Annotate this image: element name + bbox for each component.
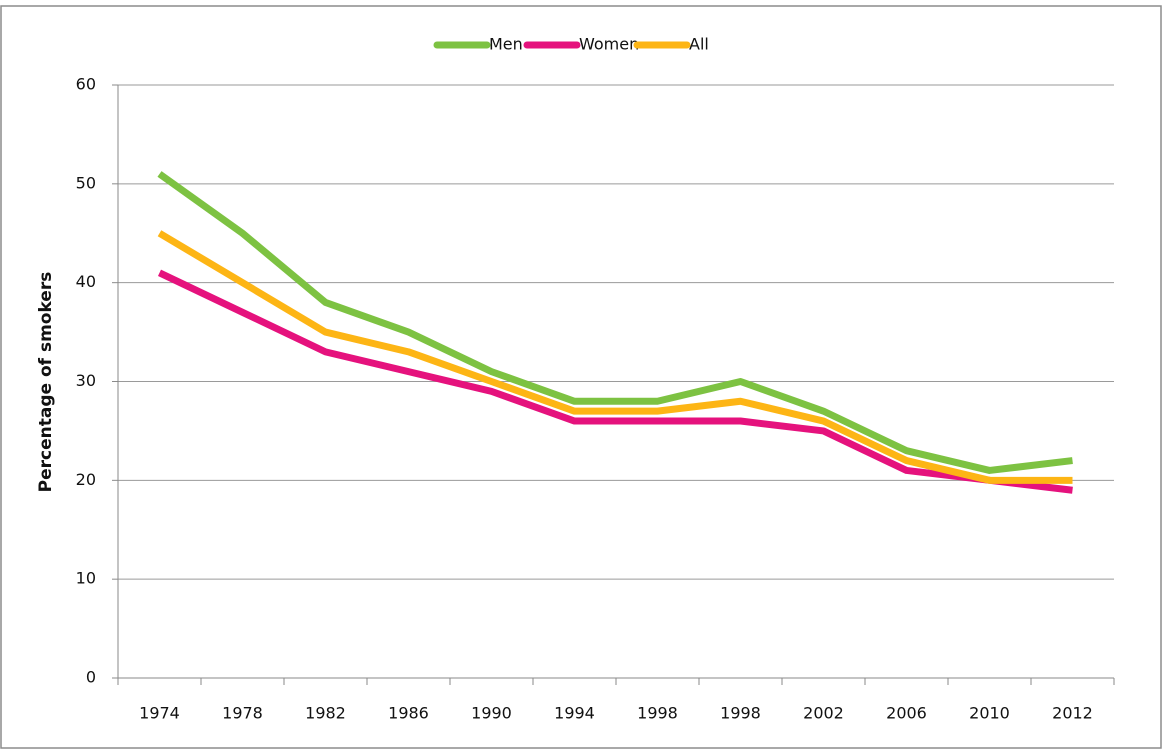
x-tick-label: 1974 (139, 704, 180, 723)
x-tick-label: 2010 (969, 704, 1010, 723)
y-tick-label: 20 (76, 470, 96, 489)
x-tick-label: 2006 (886, 704, 927, 723)
legend-label: Women (579, 35, 639, 54)
y-tick-label: 30 (76, 371, 96, 390)
x-tick-label: 1982 (305, 704, 346, 723)
y-tick-label: 60 (76, 75, 96, 94)
x-tick-label: 1986 (388, 704, 429, 723)
x-tick-label: 1998 (637, 704, 678, 723)
x-tick-label: 1994 (554, 704, 595, 723)
y-axis-label: Percentage of smokers (36, 272, 56, 493)
series-line (157, 171, 1073, 474)
series-line (157, 230, 1073, 484)
y-tick-label: 10 (76, 569, 96, 588)
x-tick-label: 2012 (1052, 704, 1093, 723)
y-tick-label: 0 (86, 668, 96, 687)
legend-label: All (689, 35, 709, 54)
chart-border (0, 5, 1162, 749)
x-tick-label: 2002 (803, 704, 844, 723)
x-tick-label: 1998 (720, 704, 761, 723)
x-tick-label: 1990 (471, 704, 512, 723)
y-tick-label: 50 (76, 173, 96, 192)
legend-label: Men (489, 35, 523, 54)
series-line (157, 269, 1073, 494)
y-tick-label: 40 (76, 272, 96, 291)
x-tick-label: 1978 (222, 704, 263, 723)
